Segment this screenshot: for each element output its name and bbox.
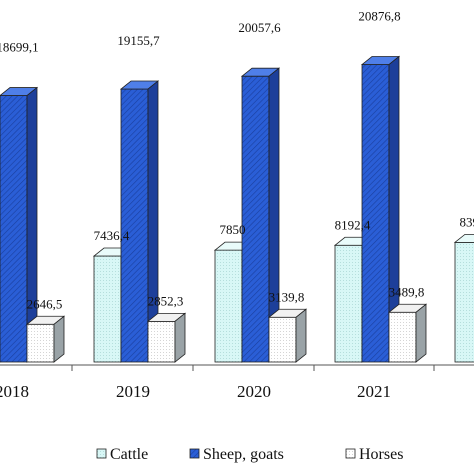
- bar-front: [93, 255, 122, 363]
- legend-label-horses: Horses: [359, 446, 403, 463]
- bar-top: [453, 233, 474, 243]
- value-label-cattle-2020: 7850: [220, 222, 246, 237]
- x-tick-label-2019: 2019: [116, 382, 150, 401]
- bar-side: [295, 308, 307, 363]
- x-axis-ticks: [71, 365, 435, 371]
- value-label-sheep-goats-2018: 18699,1: [0, 40, 39, 55]
- legend-item-horses: Horses: [345, 446, 403, 463]
- value-label-horses-2021: 3489,8: [389, 284, 425, 299]
- bar-horses-2021: [387, 303, 428, 363]
- bar-front: [214, 249, 243, 363]
- bar-sheep-goats-2018: [0, 86, 39, 363]
- bar-horses-2020: [267, 308, 308, 363]
- bar-front: [334, 244, 363, 363]
- value-label-sheep-goats-2020: 20057,6: [238, 20, 281, 35]
- bar-front: [147, 320, 176, 363]
- x-tick-label-2018: 2018: [0, 382, 29, 401]
- bar-sheep-goats-2019: [119, 80, 160, 363]
- bar-front: [388, 311, 417, 363]
- bar-side: [174, 312, 186, 363]
- bars-layer: [0, 55, 474, 363]
- bar-front: [26, 323, 55, 363]
- bar-front: [0, 95, 28, 363]
- value-label-cattle-2019: 7436,4: [94, 228, 130, 243]
- legend-swatch-cattle: [96, 448, 107, 459]
- bar-sheep-goats-2020: [240, 67, 281, 363]
- bar-horses-2018: [25, 315, 66, 363]
- bar-front: [268, 316, 297, 363]
- legend-label-sheep-goats: Sheep, goats: [203, 446, 284, 463]
- value-label-cattle-2021: 8192,4: [335, 217, 371, 232]
- legend-item-cattle: Cattle: [96, 446, 148, 463]
- value-label-horses-2020: 3139,8: [269, 289, 305, 304]
- x-tick-label-2021: 2021: [357, 382, 391, 401]
- value-label-sheep-goats-2019: 19155,7: [117, 33, 160, 48]
- value-labels-layer: 18699,1 2646,5 7436,4 19155,7 2852,3 7850 2005…: [0, 9, 474, 312]
- legend-item-sheep-goats: Sheep, goats: [189, 446, 284, 463]
- bar-side: [53, 315, 65, 363]
- bar-sheep-goats-2021: [360, 55, 401, 363]
- value-label-horses-2018: 2646,5: [27, 296, 63, 311]
- bar-side: [415, 303, 427, 363]
- bar-front: [120, 88, 149, 363]
- legend-swatch-sheep-goats: [189, 448, 200, 459]
- bar-front: [454, 241, 474, 363]
- x-axis-tick-labels: 2018 2019 2020 2021: [0, 382, 391, 401]
- x-tick-label-2020: 2020: [237, 382, 271, 401]
- legend: Cattle Sheep, goats Horses: [96, 446, 403, 463]
- value-label-cattle-2022: 8395: [460, 214, 474, 229]
- bar-cattle-2022: [453, 233, 474, 363]
- bar-front: [361, 64, 390, 363]
- legend-swatch-horses: [345, 448, 356, 459]
- value-label-horses-2019: 2852,3: [148, 293, 184, 308]
- value-label-sheep-goats-2021: 20876,8: [358, 9, 400, 24]
- legend-label-cattle: Cattle: [110, 446, 148, 463]
- bar-front: [241, 75, 270, 363]
- bar-horses-2019: [146, 312, 187, 363]
